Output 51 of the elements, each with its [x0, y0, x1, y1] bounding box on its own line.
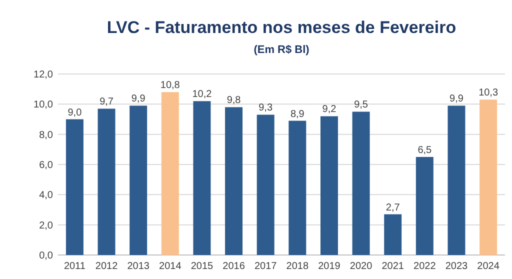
x-tick-label: 2011 — [64, 261, 86, 272]
bar — [352, 112, 370, 255]
x-tick-label: 2016 — [222, 261, 246, 272]
bar — [288, 120, 306, 255]
x-tick-label: 2018 — [286, 261, 309, 272]
x-tick-label: 2022 — [414, 261, 436, 272]
x-tick-label: 2015 — [190, 261, 214, 272]
x-tick-label: 2023 — [445, 261, 468, 272]
y-tick-label: 10,0 — [34, 100, 54, 111]
y-tick-label: 0,0 — [39, 250, 54, 262]
x-tick-label: 2013 — [127, 261, 150, 272]
bar — [66, 119, 84, 255]
data-label: 9,2 — [322, 104, 337, 116]
y-tick-label: 8,0 — [39, 130, 54, 141]
data-label: 9,0 — [68, 107, 82, 118]
y-tick-label: 2,0 — [39, 220, 54, 232]
x-tick-label: 2017 — [254, 261, 278, 272]
x-tick-label: 2014 — [159, 261, 182, 272]
bar — [98, 108, 116, 255]
y-tick-label: 12,0 — [34, 70, 54, 80]
data-label: 2,7 — [386, 202, 400, 214]
bar — [225, 107, 243, 255]
x-tick-label: 2024 — [477, 261, 500, 272]
data-label: 10,3 — [478, 88, 498, 99]
bar — [256, 114, 274, 255]
data-label: 9,5 — [354, 100, 368, 111]
y-tick-label: 6,0 — [39, 160, 54, 171]
data-label: 9,3 — [258, 102, 273, 114]
x-tick-label: 2019 — [318, 261, 341, 272]
bar — [320, 116, 338, 255]
data-label: 9,8 — [226, 95, 242, 106]
x-tick-label: 2020 — [350, 261, 373, 272]
chart-title: LVC - Faturamento nos meses de Fevereiro — [106, 18, 456, 37]
data-label: 9,7 — [100, 96, 114, 108]
data-label: 6,5 — [418, 144, 432, 156]
data-label: 10,2 — [192, 89, 212, 100]
x-tick-label: 2012 — [95, 261, 118, 272]
bar — [480, 100, 498, 255]
bar — [384, 214, 402, 255]
bar — [161, 92, 179, 255]
bar — [130, 106, 148, 255]
x-tick-label: 2021 — [382, 261, 404, 272]
bar — [193, 101, 211, 255]
data-label: 9,9 — [131, 94, 146, 105]
chart-subtitle: (Em R$ Bl) — [254, 44, 310, 56]
data-label: 10,8 — [160, 80, 180, 92]
bar — [416, 156, 434, 255]
data-label: 9,9 — [450, 94, 464, 105]
y-tick-label: 4,0 — [39, 190, 54, 202]
bar — [448, 106, 466, 255]
data-label: 8,9 — [290, 108, 305, 120]
